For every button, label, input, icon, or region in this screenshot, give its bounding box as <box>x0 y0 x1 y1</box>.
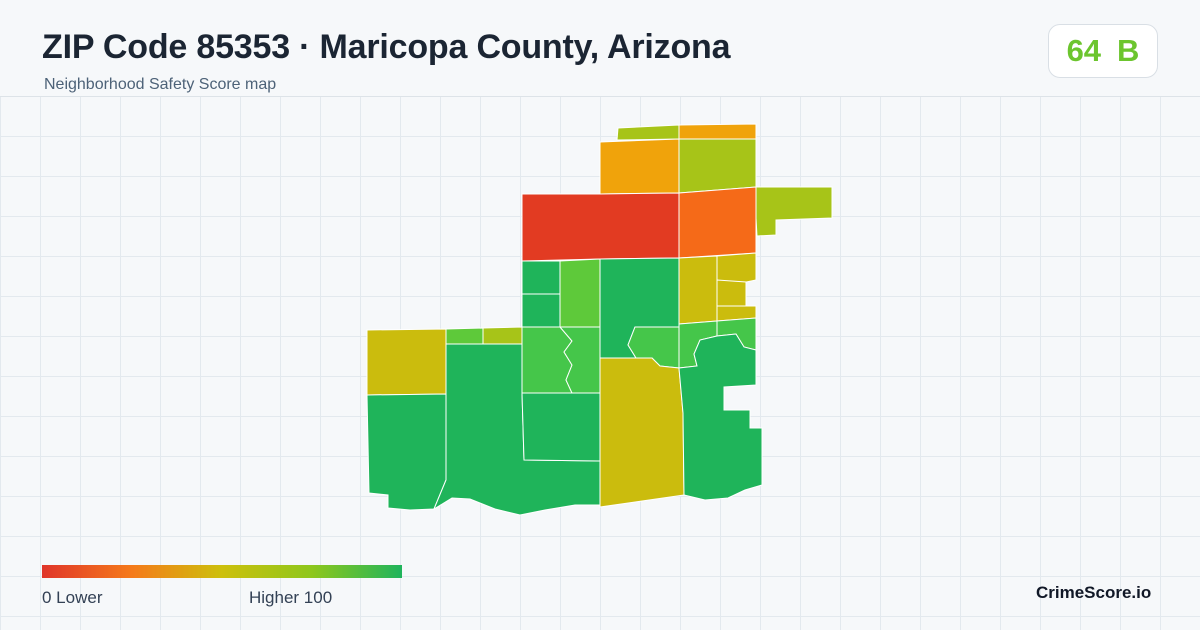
map-region-east-olive-c[interactable] <box>716 279 747 307</box>
map-region-north-strip-east[interactable] <box>678 123 757 140</box>
map-region-mid-light[interactable] <box>559 258 601 328</box>
map-region-west-top-strip-a[interactable] <box>445 327 484 345</box>
map-region-west-top-strip-b[interactable] <box>482 326 523 345</box>
page-title: ZIP Code 85353 · Maricopa County, Arizon… <box>42 28 731 66</box>
legend-gradient-bar <box>42 565 402 578</box>
score-grade: B <box>1117 33 1140 68</box>
score-value: 64 <box>1066 33 1102 68</box>
map-region-west-green[interactable] <box>366 393 447 511</box>
map-region-mid-green-left[interactable] <box>521 326 573 394</box>
map-region-north-east[interactable] <box>678 138 757 194</box>
map-region-north-west[interactable] <box>599 138 680 195</box>
map-region-north-strip-west[interactable] <box>616 124 680 141</box>
map-region-south-center-green[interactable] <box>521 392 601 462</box>
brand-logo-text: CrimeScore.io <box>1036 583 1152 602</box>
safety-score-badge: 64 B <box>1048 24 1158 78</box>
map-region-far-east[interactable] <box>755 186 833 237</box>
legend-high-label: Higher 100 <box>249 588 333 607</box>
map-region-east-olive-a[interactable] <box>678 255 718 325</box>
map-region-west-olive[interactable] <box>366 328 447 396</box>
map-region-mid-west-a[interactable] <box>521 260 561 295</box>
header-divider <box>0 96 1200 97</box>
map-region-south-olive[interactable] <box>599 357 685 508</box>
map-region-central-north[interactable] <box>521 192 680 262</box>
legend-low-label: 0 Lower <box>42 588 103 607</box>
map-region-northeast-block[interactable] <box>678 186 757 259</box>
map-region-southeast-green[interactable] <box>678 333 763 501</box>
map-region-mid-west-b[interactable] <box>521 293 561 328</box>
page-subtitle: Neighborhood Safety Score map <box>44 76 277 93</box>
map-region-mid-green-right[interactable] <box>558 326 601 394</box>
